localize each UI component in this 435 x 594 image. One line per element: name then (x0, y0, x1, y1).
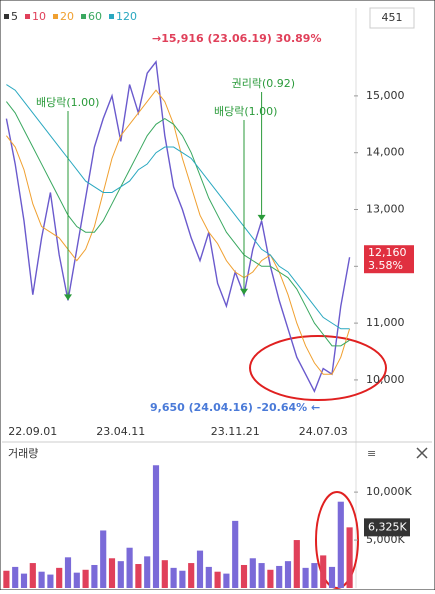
y-tick-label: 13,000 (366, 203, 405, 216)
legend-label: 120 (116, 10, 137, 23)
legend-label: 20 (60, 10, 74, 23)
x-tick-label: 22.09.01 (8, 425, 57, 438)
ma-line (6, 89, 351, 375)
volume-bar (302, 567, 309, 588)
volume-bar (161, 560, 168, 588)
x-tick-label: 23.11.21 (211, 425, 260, 438)
volume-bar (223, 573, 230, 588)
current-price: 12,160 (368, 246, 407, 259)
volume-bar (64, 557, 72, 588)
volume-bar (29, 563, 36, 588)
volume-bar (38, 571, 45, 588)
volume-bar (258, 563, 265, 588)
volume-bar (91, 564, 98, 588)
volume-bar (214, 571, 221, 588)
toolbar-box[interactable] (369, 7, 415, 29)
volume-bar (3, 570, 10, 588)
volume-bar (144, 556, 151, 588)
x-tick-label: 24.07.03 (299, 425, 348, 438)
legend-swatch (4, 14, 9, 19)
event-arrow (64, 294, 72, 301)
volume-bar (196, 550, 204, 588)
close-icon[interactable] (416, 447, 428, 459)
volume-bar (293, 540, 300, 588)
volume-bar (320, 555, 327, 588)
volume-bar (249, 558, 256, 588)
y-tick-label: 11,000 (366, 316, 405, 329)
volume-bar (73, 572, 80, 588)
volume-box (364, 518, 410, 537)
volume-bar (240, 564, 248, 588)
legend-label: 5 (11, 10, 18, 23)
x-tick-label: 23.04.11 (96, 425, 145, 438)
volume-bar (135, 564, 142, 588)
volume-bar (328, 566, 336, 588)
y-tick-label: 14,000 (366, 146, 405, 159)
high-label: →15,916 (23.06.19) 30.89% (152, 32, 321, 45)
y-tick-label: 15,000 (366, 89, 405, 102)
y-tick-label: 10,000 (366, 373, 405, 386)
volume-bar (232, 520, 239, 588)
menu-icon[interactable]: ≡ (367, 447, 376, 460)
volume-bar (346, 527, 353, 588)
legend-label: 10 (32, 10, 46, 23)
volume-bar (100, 530, 107, 588)
event-arrow (257, 214, 266, 221)
y-tick-label: 10,000K (366, 485, 412, 498)
volume-bar (205, 566, 212, 588)
volume-bar (188, 563, 195, 588)
event-label: 배당락(1.00) (214, 105, 277, 118)
ma-line (6, 101, 350, 347)
legend-swatch (81, 14, 86, 19)
legend-swatch (53, 14, 58, 19)
volume-bar (284, 561, 292, 588)
volume-bar (152, 465, 160, 588)
volume-bar (47, 574, 54, 588)
volume-bar (311, 563, 318, 588)
volume-bar (108, 558, 116, 588)
volume-bar (170, 567, 177, 588)
volume-bar (337, 501, 344, 588)
volume-bar (126, 547, 133, 588)
event-label: 권리락(0.92) (232, 77, 295, 90)
volume-bar (56, 567, 63, 588)
low-label: 9,650 (24.04.16) -20.64% ← (150, 401, 320, 414)
highlight-ellipse (249, 335, 387, 401)
volume-bar (117, 561, 124, 588)
legend-swatch (25, 14, 30, 19)
toolbar-value[interactable]: 451 (382, 11, 403, 24)
event-arrow (240, 288, 248, 295)
volume-bar (276, 565, 283, 588)
volume-bar (82, 569, 89, 588)
price-line (5, 60, 351, 393)
legend-swatch (109, 14, 114, 19)
volume-bar (12, 566, 19, 588)
volume-bar (267, 569, 274, 588)
volume-title: 거래량 (8, 447, 38, 460)
current-volume: 6,325K (368, 520, 407, 533)
current-change: 3.58% (368, 259, 403, 272)
event-label: 배당락(1.00) (36, 96, 99, 109)
price-box (364, 245, 414, 274)
volume-bar (20, 573, 28, 588)
legend-label: 60 (88, 10, 102, 23)
volume-bar (179, 570, 186, 588)
ma-line (6, 84, 350, 330)
